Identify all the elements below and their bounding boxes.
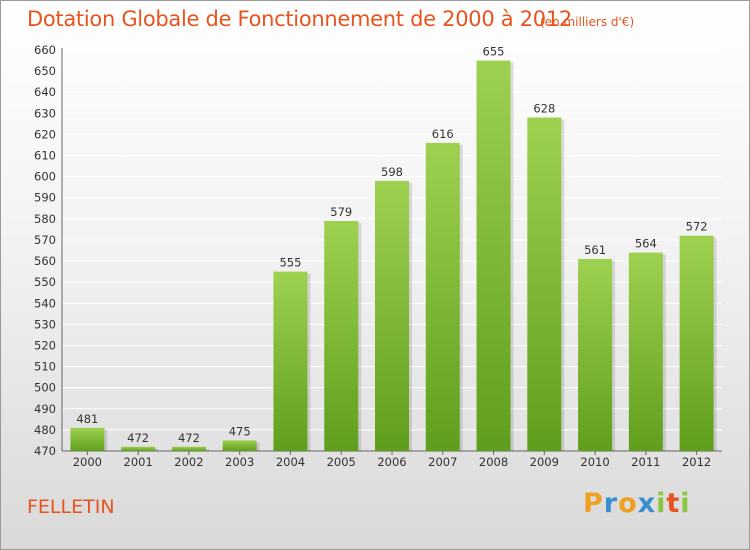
- bar: [679, 235, 714, 451]
- bar: [375, 180, 409, 451]
- data-label: 561: [584, 243, 606, 257]
- bar: [578, 258, 613, 451]
- data-label: 655: [483, 45, 505, 59]
- x-tick-label: 2001: [124, 455, 153, 469]
- y-tick-label: 620: [34, 127, 56, 141]
- data-label: 564: [635, 237, 657, 251]
- data-label: 481: [76, 412, 98, 426]
- y-tick-label: 540: [34, 296, 56, 310]
- x-tick-label: 2008: [479, 455, 508, 469]
- data-label: 475: [229, 424, 251, 438]
- bar: [628, 252, 663, 451]
- x-tick-label: 2012: [682, 455, 711, 469]
- y-tick-label: 560: [34, 254, 56, 268]
- x-tick-label: 2010: [580, 455, 609, 469]
- y-tick-label: 640: [34, 85, 56, 99]
- x-tick-label: 2009: [530, 455, 559, 469]
- y-tick-label: 470: [34, 444, 56, 458]
- x-tick-label: 2011: [631, 455, 660, 469]
- chart-subtitle: (en milliers d'€): [540, 15, 635, 29]
- data-label: 579: [330, 205, 352, 219]
- bar: [121, 446, 156, 451]
- y-tick-label: 500: [34, 381, 56, 395]
- bar: [425, 142, 460, 451]
- bar: [222, 440, 257, 451]
- y-tick-label: 590: [34, 191, 56, 205]
- x-tick-label: 2004: [276, 455, 305, 469]
- bar: [171, 446, 206, 451]
- y-tick-label: 510: [34, 360, 56, 374]
- x-tick-label: 2007: [428, 455, 457, 469]
- bar: [70, 427, 105, 451]
- y-tick-label: 490: [34, 402, 56, 416]
- data-label: 572: [686, 220, 708, 234]
- y-tick-label: 650: [34, 64, 56, 78]
- bar: [527, 117, 562, 452]
- y-tick-label: 570: [34, 233, 56, 247]
- chart-title: Dotation Globale de Fonctionnement de 20…: [27, 7, 572, 31]
- x-tick-label: 2000: [73, 455, 102, 469]
- bar: [273, 271, 308, 451]
- proxiti-logo: Proxiti: [583, 488, 691, 519]
- y-tick-label: 610: [34, 149, 56, 163]
- x-tick-label: 2002: [174, 455, 203, 469]
- y-tick-label: 600: [34, 170, 56, 184]
- bar: [476, 60, 511, 451]
- data-label: 616: [432, 127, 454, 141]
- y-tick-label: 480: [34, 423, 56, 437]
- x-tick-label: 2006: [377, 455, 406, 469]
- x-tick-label: 2005: [327, 455, 356, 469]
- y-tick-label: 630: [34, 106, 56, 120]
- data-label: 472: [127, 431, 149, 445]
- data-label: 555: [279, 256, 301, 270]
- data-label: 628: [533, 102, 555, 116]
- y-tick-label: 550: [34, 275, 56, 289]
- data-label: 598: [381, 165, 403, 179]
- y-tick-label: 580: [34, 212, 56, 226]
- bar: [324, 220, 359, 451]
- y-tick-label: 530: [34, 317, 56, 331]
- data-label: 472: [178, 431, 200, 445]
- commune-name: FELLETIN: [27, 496, 115, 518]
- y-tick-label: 660: [34, 43, 56, 57]
- y-tick-label: 520: [34, 338, 56, 352]
- x-tick-label: 2003: [225, 455, 254, 469]
